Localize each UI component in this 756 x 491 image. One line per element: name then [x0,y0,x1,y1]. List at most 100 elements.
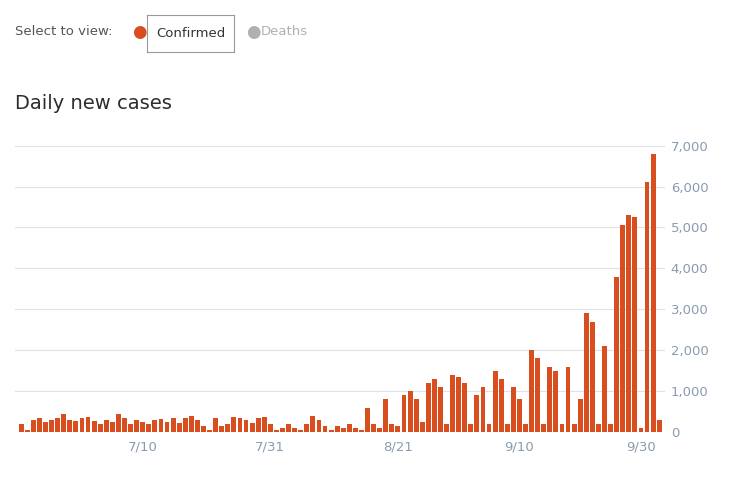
Bar [438,387,443,432]
Bar [614,276,619,432]
Bar [201,426,206,432]
Bar [317,420,321,432]
Bar [463,383,467,432]
Bar [359,430,364,432]
Bar [511,387,516,432]
Bar [621,225,625,432]
Bar [43,422,48,432]
Bar [237,418,243,432]
Bar [523,424,528,432]
Bar [487,424,491,432]
Bar [141,422,145,432]
Bar [535,358,540,432]
Bar [116,413,121,432]
Bar [128,424,133,432]
Text: Deaths: Deaths [261,26,308,38]
Text: Confirmed: Confirmed [156,27,225,40]
Bar [414,399,419,432]
Bar [171,418,175,432]
Bar [420,422,425,432]
Bar [645,183,649,432]
Bar [153,420,157,432]
Bar [177,423,181,432]
Bar [49,420,54,432]
Bar [37,418,42,432]
Bar [31,420,36,432]
Bar [55,418,60,432]
Bar [329,430,333,432]
Bar [25,430,29,432]
Bar [207,430,212,432]
Bar [505,424,510,432]
Bar [639,428,643,432]
Bar [147,424,151,432]
Bar [249,423,255,432]
Bar [110,422,115,432]
Bar [183,418,187,432]
Bar [657,420,662,432]
Bar [274,430,279,432]
Bar [584,313,589,432]
Bar [493,371,497,432]
Bar [365,408,370,432]
Bar [395,426,401,432]
Bar [353,428,358,432]
Bar [651,154,655,432]
Bar [432,379,437,432]
Bar [165,422,169,432]
Bar [553,371,559,432]
Bar [377,428,382,432]
Bar [262,416,267,432]
Bar [293,428,297,432]
Bar [426,383,431,432]
Bar [243,420,249,432]
Bar [91,421,97,432]
Bar [122,418,127,432]
Bar [135,420,139,432]
Bar [383,399,388,432]
Bar [195,420,200,432]
Bar [219,426,224,432]
Bar [79,418,85,432]
Bar [268,424,273,432]
Bar [305,424,309,432]
Bar [450,375,455,432]
Bar [407,391,413,432]
Bar [159,419,163,432]
Bar [104,420,109,432]
Bar [231,416,237,432]
Bar [547,367,553,432]
Bar [347,424,352,432]
Bar [572,424,577,432]
Bar [499,379,503,432]
Bar [98,424,103,432]
Text: Daily new cases: Daily new cases [15,94,172,113]
Bar [627,215,631,432]
Bar [444,424,449,432]
Bar [590,322,595,432]
Bar [189,416,194,432]
Bar [469,424,473,432]
Text: ●: ● [246,23,260,41]
Bar [67,420,73,432]
Bar [475,395,479,432]
Bar [633,218,637,432]
Text: ●: ● [132,23,147,41]
Bar [311,416,315,432]
Bar [517,399,522,432]
Bar [608,424,613,432]
Bar [481,387,485,432]
Bar [602,346,607,432]
Bar [578,399,583,432]
Bar [280,428,285,432]
Bar [541,424,546,432]
Bar [299,430,303,432]
Bar [596,424,601,432]
Text: Select to view:: Select to view: [15,26,113,38]
Bar [341,428,345,432]
Bar [529,350,534,432]
Bar [85,416,91,432]
Bar [401,395,407,432]
Bar [61,413,67,432]
Bar [256,418,261,432]
